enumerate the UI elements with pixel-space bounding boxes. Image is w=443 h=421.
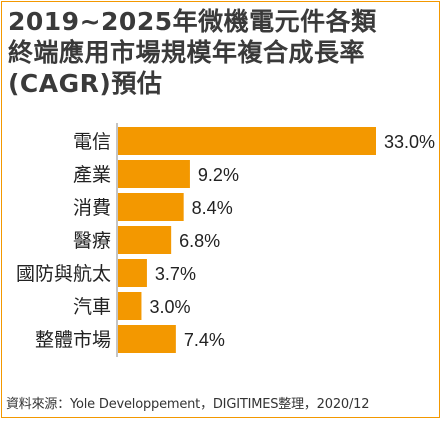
chart-title-line-3: (CAGR)預估 [8,69,163,98]
category-label: 汽車 [73,296,111,318]
value-label: 8.4% [192,198,233,218]
category-label: 醫療 [73,230,111,252]
category-label: 電信 [73,131,111,153]
value-label: 9.2% [198,165,239,185]
bar [118,127,376,155]
bar [118,160,190,188]
bar [118,259,147,287]
bar [118,292,142,320]
chart-title: 2019~2025年微機電元件各類 終端應用市場規模年複合成長率 (CAGR)預… [8,6,428,99]
bar [118,325,176,353]
value-label: 7.4% [184,330,225,350]
source-note: 資料來源：Yole Developpement，DIGITIMES整理，2020… [6,397,370,412]
category-label: 國防與航太 [16,263,111,285]
chart-title-line-1: 2019~2025年微機電元件各類 [8,7,377,36]
chart-title-line-2: 終端應用市場規模年複合成長率 [8,38,366,67]
category-label: 消費 [73,197,111,219]
value-label: 33.0% [384,132,435,152]
bar [118,193,184,221]
category-label: 整體市場 [35,329,111,351]
category-label: 產業 [73,164,111,186]
value-label: 3.7% [155,264,196,284]
bar [118,226,172,254]
value-label: 3.0% [149,297,190,317]
value-label: 6.8% [179,231,220,251]
